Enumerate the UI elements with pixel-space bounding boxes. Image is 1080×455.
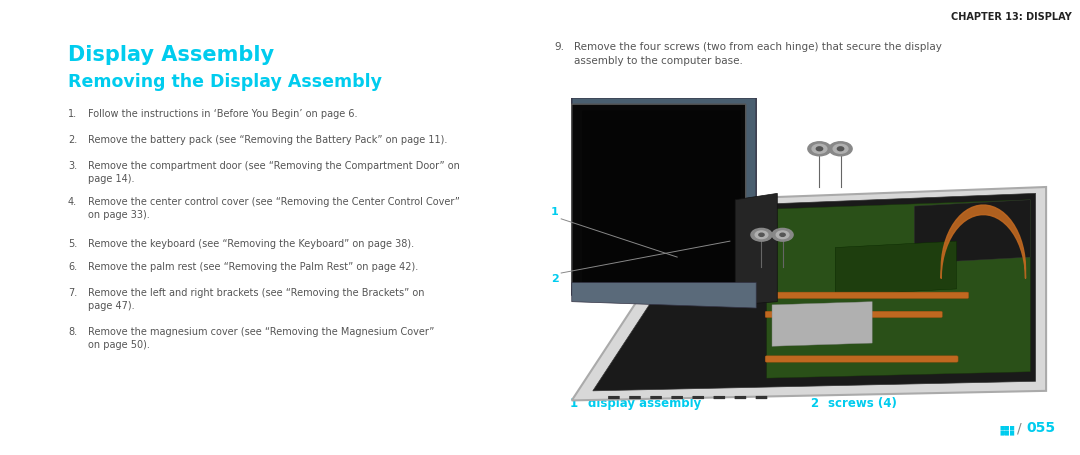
Text: 7.: 7. [68, 288, 78, 298]
Polygon shape [767, 200, 1030, 378]
FancyBboxPatch shape [608, 396, 620, 399]
Polygon shape [571, 104, 745, 295]
Polygon shape [735, 193, 778, 305]
FancyBboxPatch shape [692, 396, 704, 399]
Circle shape [812, 144, 827, 153]
Circle shape [833, 144, 848, 153]
Text: 2: 2 [551, 274, 558, 284]
Text: ■■■
■■■: ■■■ ■■■ [1000, 426, 1016, 435]
Polygon shape [835, 241, 957, 295]
Text: 6.: 6. [68, 262, 77, 272]
Text: 055: 055 [1026, 421, 1055, 435]
Polygon shape [915, 200, 1030, 263]
Text: 9.: 9. [554, 42, 564, 52]
Circle shape [755, 231, 768, 238]
Text: 1: 1 [551, 207, 558, 217]
Polygon shape [571, 187, 1047, 400]
Text: Remove the compartment door (see “Removing the Compartment Door” on
page 14).: Remove the compartment door (see “Removi… [87, 161, 460, 184]
Text: display assembly: display assembly [588, 397, 701, 410]
Circle shape [772, 228, 793, 241]
Text: Remove the magnesium cover (see “Removing the Magnesium Cover”
on page 50).: Remove the magnesium cover (see “Removin… [87, 327, 434, 350]
FancyBboxPatch shape [630, 396, 640, 399]
Text: 4.: 4. [68, 197, 77, 207]
Polygon shape [593, 193, 1036, 391]
Polygon shape [571, 98, 756, 302]
Circle shape [751, 228, 772, 241]
FancyBboxPatch shape [714, 396, 725, 399]
FancyBboxPatch shape [765, 292, 969, 298]
Circle shape [808, 142, 831, 156]
Text: 2: 2 [810, 397, 819, 410]
FancyBboxPatch shape [765, 311, 942, 318]
Circle shape [777, 231, 788, 238]
Text: Remove the left and right brackets (see “Removing the Brackets” on
page 47).: Remove the left and right brackets (see … [87, 288, 424, 311]
Polygon shape [772, 302, 873, 346]
FancyBboxPatch shape [756, 396, 767, 399]
Text: screws (4): screws (4) [828, 397, 896, 410]
FancyBboxPatch shape [765, 356, 958, 362]
Text: Follow the instructions in ‘Before You Begin’ on page 6.: Follow the instructions in ‘Before You B… [87, 109, 357, 119]
FancyBboxPatch shape [672, 396, 683, 399]
Text: Display Assembly: Display Assembly [68, 45, 274, 65]
Text: 8.: 8. [68, 327, 77, 337]
Text: CHAPTER 13: DISPLAY: CHAPTER 13: DISPLAY [951, 12, 1072, 22]
FancyBboxPatch shape [650, 396, 662, 399]
Text: Remove the keyboard (see “Removing the Keyboard” on page 38).: Remove the keyboard (see “Removing the K… [87, 239, 414, 249]
Text: 5.: 5. [68, 239, 78, 249]
Text: Remove the center control cover (see “Removing the Center Control Cover”
on page: Remove the center control cover (see “Re… [87, 197, 460, 220]
Text: 1.: 1. [68, 109, 77, 119]
Circle shape [759, 233, 765, 237]
Text: 1: 1 [570, 397, 578, 410]
Text: Removing the Display Assembly: Removing the Display Assembly [68, 73, 382, 91]
Text: 3.: 3. [68, 161, 77, 171]
Polygon shape [582, 111, 741, 289]
Text: Remove the palm rest (see “Removing the Palm Rest” on page 42).: Remove the palm rest (see “Removing the … [87, 262, 418, 272]
Text: Remove the four screws (two from each hinge) that secure the display
assembly to: Remove the four screws (two from each hi… [573, 42, 942, 66]
Circle shape [816, 147, 823, 151]
Polygon shape [571, 283, 756, 308]
Text: 2.: 2. [68, 135, 78, 145]
Circle shape [837, 147, 843, 151]
FancyBboxPatch shape [734, 396, 746, 399]
Circle shape [780, 233, 785, 237]
Circle shape [829, 142, 852, 156]
Text: Remove the battery pack (see “Removing the Battery Pack” on page 11).: Remove the battery pack (see “Removing t… [87, 135, 447, 145]
Text: /: / [1017, 421, 1022, 435]
